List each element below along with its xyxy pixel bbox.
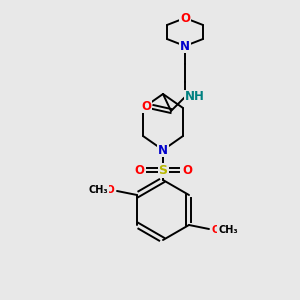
Text: O: O (141, 100, 151, 112)
Text: O: O (180, 11, 190, 25)
Text: O: O (134, 164, 144, 176)
Text: O: O (212, 225, 220, 235)
Text: S: S (158, 164, 167, 176)
Text: O: O (182, 164, 192, 176)
Text: CH₃: CH₃ (88, 185, 108, 195)
Text: CH₃: CH₃ (218, 225, 238, 235)
Text: N: N (180, 40, 190, 52)
Text: N: N (158, 143, 168, 157)
Text: NH: NH (185, 91, 205, 103)
Text: O: O (106, 185, 114, 195)
